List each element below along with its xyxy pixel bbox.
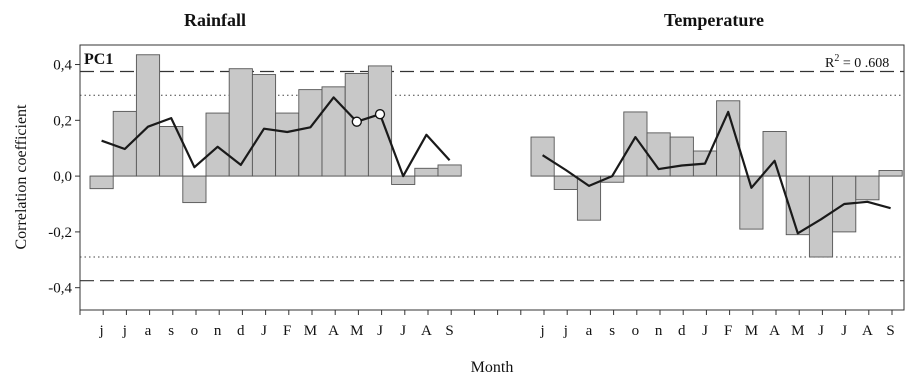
bar-rainfall [251, 74, 277, 177]
x-axis-label: Month [471, 359, 514, 376]
bar-rainfall [275, 112, 300, 177]
bar-temperature [530, 136, 555, 177]
x-tick-label: J [702, 323, 708, 339]
x-tick-label: j [540, 323, 545, 339]
bar-temperature [878, 170, 903, 177]
x-tick-label: s [609, 323, 615, 339]
x-tick-label: j [99, 323, 104, 339]
x-tick-label: M [745, 323, 758, 339]
bar-rainfall [321, 86, 346, 177]
x-tick-label: o [191, 323, 199, 339]
bar-temperature [808, 175, 834, 258]
x-tick-label: J [841, 323, 847, 339]
x-tick-label: A [328, 323, 339, 339]
y-tick-label: -0,2 [48, 225, 72, 241]
x-tick-label: d [678, 323, 686, 339]
x-tick-label: J [818, 323, 824, 339]
significant-point-marker [374, 109, 386, 120]
bar-rainfall [182, 175, 207, 204]
bar-rainfall [437, 164, 462, 177]
significant-point-marker [351, 116, 362, 127]
r2-value: = 0 .608 [839, 56, 889, 71]
bar-rainfall [391, 175, 416, 185]
bar-temperature [623, 111, 648, 177]
x-tick-label: o [632, 323, 640, 339]
x-tick-label: j [122, 323, 127, 339]
bar-rainfall [112, 110, 137, 177]
bar-rainfall [135, 54, 161, 177]
bar-rainfall [414, 167, 439, 177]
x-tick-label: j [563, 323, 568, 339]
x-tick-label: F [283, 323, 291, 339]
line-series-rainfall [101, 96, 451, 178]
x-tick-label: A [769, 323, 780, 339]
x-tick-label: M [350, 323, 363, 339]
x-tick-label: M [304, 323, 317, 339]
x-tick-label: A [862, 323, 873, 339]
plot-frame [79, 44, 905, 311]
y-tick-label: -0,4 [48, 281, 72, 297]
x-tick-label: S [445, 323, 453, 339]
x-tick-label: J [400, 323, 406, 339]
x-tick-label: J [377, 323, 383, 339]
bar-rainfall [228, 68, 253, 177]
bar-rainfall [89, 175, 114, 190]
y-tick-label: 0,0 [53, 169, 72, 185]
x-tick-label: s [168, 323, 174, 339]
bar-temperature [553, 175, 578, 190]
bar-rainfall [205, 112, 230, 177]
x-tick-label: J [261, 323, 267, 339]
x-tick-label: S [886, 323, 894, 339]
r2-label: R [825, 56, 835, 71]
r2-annotation: R2 = 0 .608 [825, 53, 889, 71]
bar-temperature [855, 175, 880, 201]
line-series-temperature [542, 110, 891, 235]
r2-superscript: 2 [834, 53, 839, 64]
x-tick-label: d [237, 323, 245, 339]
x-tick-label: a [145, 323, 152, 339]
panel-title-temperature: Temperature [664, 10, 764, 30]
x-tick-label: M [791, 323, 804, 339]
panel-title-rainfall: Rainfall [184, 10, 246, 30]
x-tick-label: n [214, 323, 222, 339]
bar-rainfall [298, 89, 323, 177]
x-tick-label: n [655, 323, 663, 339]
pc-label: PC1 [84, 51, 113, 68]
y-axis-label: Correlation coefficient [13, 104, 30, 250]
x-tick-label: F [724, 323, 732, 339]
y-tick-label: 0,2 [53, 113, 72, 129]
bar-temperature [669, 136, 694, 177]
bar-rainfall [367, 65, 393, 177]
x-tick-label: a [586, 323, 593, 339]
y-tick-label: 0,4 [53, 58, 72, 74]
x-tick-label: A [421, 323, 432, 339]
